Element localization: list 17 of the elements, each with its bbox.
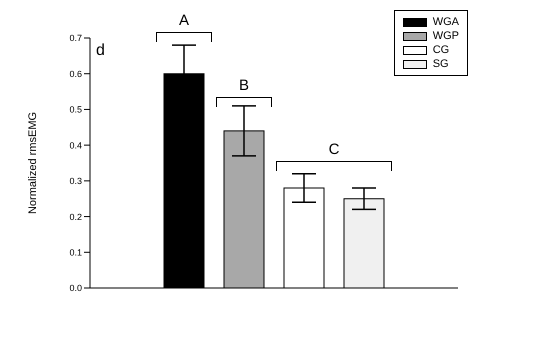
y-tick-label: 0.3 [69, 176, 82, 186]
legend-label: CG [432, 43, 450, 57]
y-axis-title: Normalized rmsEMG [26, 112, 39, 214]
y-tick-label: 0.7 [69, 33, 82, 44]
y-tick-label: 0.0 [69, 283, 82, 294]
annotation: B [238, 77, 250, 94]
y-tick-label: 0.1 [69, 247, 82, 258]
legend-label: WGA [432, 15, 459, 29]
text: A [178, 12, 190, 29]
y-tick-label: 0.2 [69, 212, 82, 222]
legend-label: SG [432, 57, 449, 71]
legend-label: WGP [432, 29, 459, 43]
y-tick-label: 0.6 [69, 68, 82, 79]
y-tick-label: 0.4 [69, 140, 82, 150]
annotation: d [96, 42, 105, 60]
y-tick-label: 0.5 [69, 104, 82, 115]
annotation: C [328, 140, 340, 158]
